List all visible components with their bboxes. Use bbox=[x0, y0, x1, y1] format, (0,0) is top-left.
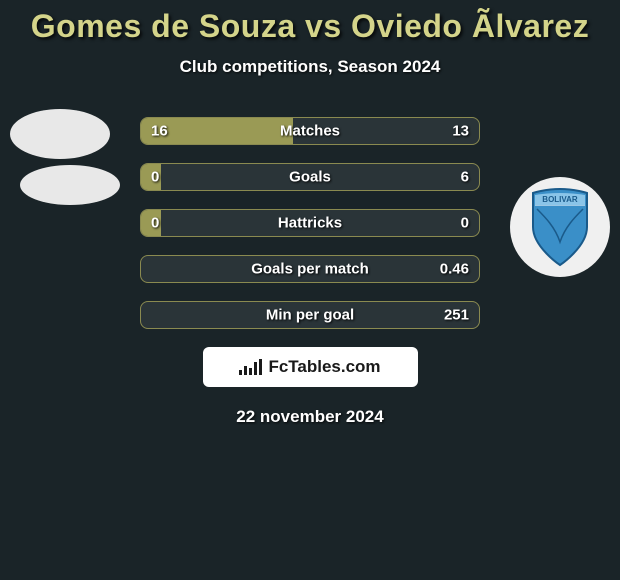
bars-chart-icon bbox=[239, 359, 262, 375]
stat-label: Min per goal bbox=[266, 307, 354, 324]
brand-text: FcTables.com bbox=[268, 357, 380, 377]
stat-value-left: 0 bbox=[151, 215, 159, 232]
svg-text:BOLIVAR: BOLIVAR bbox=[542, 195, 578, 204]
stat-label: Goals per match bbox=[251, 261, 369, 278]
footer-date: 22 november 2024 bbox=[0, 407, 620, 427]
stat-value-right: 13 bbox=[452, 123, 469, 140]
left-team-logo-1 bbox=[10, 109, 110, 159]
stat-row-min-per-goal: Min per goal 251 bbox=[140, 301, 480, 329]
stat-label: Goals bbox=[289, 169, 331, 186]
stat-label: Hattricks bbox=[278, 215, 342, 232]
stat-value-right: 0.46 bbox=[440, 261, 469, 278]
stat-value-right: 251 bbox=[444, 307, 469, 324]
page-title: Gomes de Souza vs Oviedo Ãlvarez bbox=[0, 8, 620, 45]
stat-value-right: 6 bbox=[461, 169, 469, 186]
stat-value-left: 0 bbox=[151, 169, 159, 186]
left-team-logo-2 bbox=[20, 165, 120, 205]
stat-value-left: 16 bbox=[151, 123, 168, 140]
stat-row-matches: 16 Matches 13 bbox=[140, 117, 480, 145]
stat-label: Matches bbox=[280, 123, 340, 140]
stat-value-right: 0 bbox=[461, 215, 469, 232]
stat-row-goals-per-match: Goals per match 0.46 bbox=[140, 255, 480, 283]
right-team-logo: BOLIVAR bbox=[510, 177, 610, 277]
bolivar-shield-icon: BOLIVAR bbox=[525, 187, 595, 267]
stat-row-goals: 0 Goals 6 bbox=[140, 163, 480, 191]
comparison-card: Gomes de Souza vs Oviedo Ãlvarez Club co… bbox=[0, 0, 620, 427]
brand-badge: FcTables.com bbox=[203, 347, 418, 387]
stats-area: BOLIVAR 16 Matches 13 0 Goals 6 bbox=[0, 117, 620, 427]
stat-row-hattricks: 0 Hattricks 0 bbox=[140, 209, 480, 237]
subtitle: Club competitions, Season 2024 bbox=[0, 57, 620, 77]
stat-rows: 16 Matches 13 0 Goals 6 0 Hattricks 0 bbox=[140, 117, 480, 329]
